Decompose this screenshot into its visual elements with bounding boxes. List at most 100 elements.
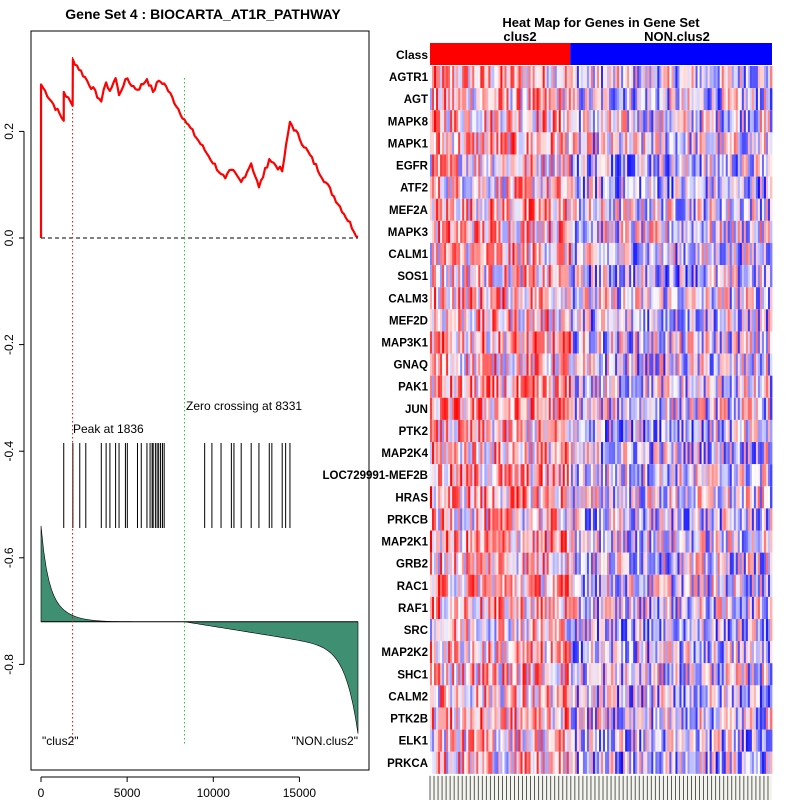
heat-cell	[544, 375, 548, 398]
heat-cell	[745, 309, 749, 332]
heat-cell	[605, 242, 608, 266]
heat-cell	[564, 574, 568, 597]
heat-cell	[546, 530, 550, 553]
heat-cell	[741, 353, 745, 376]
heat-cell	[468, 331, 471, 354]
heat-cell	[685, 110, 688, 133]
heat-cell	[769, 66, 773, 89]
heat-cell	[643, 685, 646, 708]
heat-cell	[510, 176, 513, 199]
heat-cell	[703, 309, 707, 332]
heat-cell	[498, 574, 501, 597]
heat-cell	[743, 176, 747, 199]
heat-cell	[653, 375, 656, 398]
heat-cell	[442, 66, 445, 89]
heat-cell	[755, 66, 759, 89]
heat-cell	[544, 464, 548, 487]
heat-cell	[735, 220, 739, 243]
heat-cell	[466, 596, 469, 619]
heat-cell	[530, 574, 533, 597]
heat-cell	[713, 375, 717, 398]
heat-cell	[468, 663, 471, 686]
heat-cell	[472, 265, 475, 288]
heat-cell	[430, 663, 433, 686]
heat-cell	[552, 110, 556, 133]
heat-cell	[641, 220, 644, 243]
heat-cell	[717, 530, 721, 553]
heat-cell	[749, 88, 753, 111]
heat-cell	[434, 508, 437, 531]
heat-cell	[665, 442, 668, 465]
heat-cell	[729, 552, 733, 575]
heat-cell	[665, 464, 668, 487]
heat-cell	[472, 530, 475, 553]
heat-cell	[751, 641, 755, 664]
heat-cell	[751, 176, 755, 199]
heat-cell	[436, 486, 439, 509]
heat-cell	[558, 331, 562, 354]
heat-cell	[657, 641, 660, 664]
heat-cell	[609, 397, 612, 420]
heat-cell	[442, 220, 445, 243]
heat-cell	[552, 663, 556, 686]
heat-cell	[673, 419, 676, 443]
heat-cell	[621, 508, 624, 531]
heat-cell	[524, 176, 527, 199]
heat-cell	[536, 375, 540, 398]
heat-cell	[478, 375, 481, 398]
heat-cell	[663, 242, 666, 266]
heat-cell	[737, 574, 741, 597]
heat-cell	[627, 375, 630, 398]
heat-cell	[442, 442, 445, 465]
heat-cell	[498, 464, 501, 487]
heat-cell	[508, 353, 511, 376]
heat-cell	[554, 397, 558, 420]
heat-cell	[611, 552, 614, 575]
heat-cell	[526, 287, 529, 310]
heat-cell	[705, 132, 709, 155]
heat-cell	[538, 198, 542, 221]
heat-cell	[623, 574, 626, 597]
heat-cell	[713, 641, 717, 664]
heat-cell	[741, 641, 745, 664]
heat-cell	[689, 685, 692, 708]
heat-cell	[643, 619, 646, 642]
heat-cell	[751, 242, 755, 266]
heat-cell	[685, 242, 688, 266]
heat-cell	[611, 663, 614, 686]
heat-cell	[518, 110, 521, 133]
heat-cell	[574, 442, 578, 465]
heat-cell	[713, 619, 717, 642]
heat-cell	[629, 419, 632, 443]
heat-cell	[667, 442, 670, 465]
heat-cell	[586, 375, 590, 398]
heat-cell	[540, 242, 544, 266]
heat-cell	[440, 66, 443, 89]
heat-cell	[721, 596, 725, 619]
heat-cell	[490, 397, 493, 420]
heat-cell	[613, 198, 616, 221]
zero-crossing-label: Zero crossing at 8331	[186, 399, 302, 413]
heat-cell	[580, 397, 584, 420]
heat-cell	[572, 552, 576, 575]
heat-cell	[761, 132, 765, 155]
heat-cell	[713, 265, 717, 288]
heat-cell	[494, 641, 497, 664]
heat-cell	[582, 242, 586, 266]
heat-cell	[709, 110, 713, 133]
heat-cell	[733, 574, 737, 597]
heat-cell	[482, 375, 485, 398]
heat-cell	[683, 265, 686, 288]
heat-cell	[480, 375, 483, 398]
heat-cell	[500, 198, 503, 221]
heat-cell	[506, 331, 509, 354]
heat-cell	[647, 176, 650, 199]
heat-cell	[643, 154, 646, 177]
heat-cell	[673, 397, 676, 420]
heat-cell	[723, 685, 727, 708]
heat-cell	[472, 309, 475, 332]
heat-cell	[709, 397, 713, 420]
heat-cell	[586, 552, 590, 575]
heat-cell	[430, 530, 433, 553]
heat-cell	[482, 331, 485, 354]
